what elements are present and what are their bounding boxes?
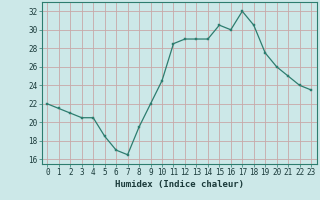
X-axis label: Humidex (Indice chaleur): Humidex (Indice chaleur) [115,180,244,189]
